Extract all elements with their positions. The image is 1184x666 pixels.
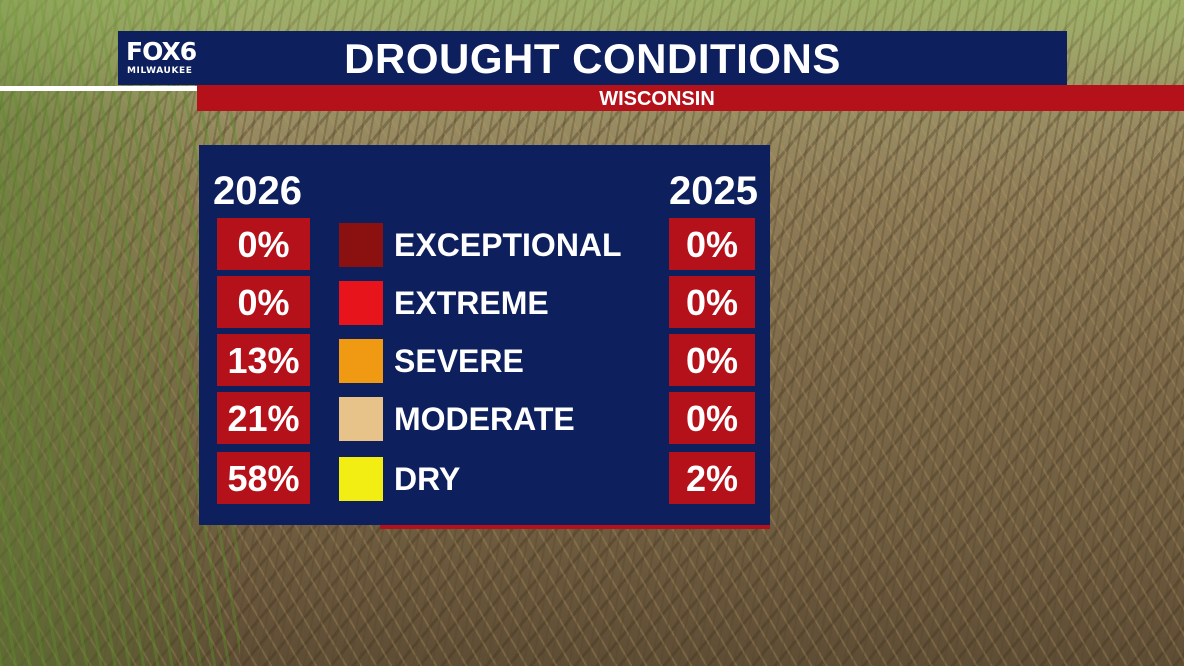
category-label: SEVERE <box>394 343 524 379</box>
logo-sub-text: MILWAUKEE <box>127 66 193 76</box>
year-2025-header: 2025 <box>669 169 758 213</box>
pct-2025-cell: 0% <box>669 218 755 270</box>
logo-main-text: FOX6 <box>126 37 197 66</box>
pct-2025-cell: 0% <box>669 392 755 444</box>
table-row-severe: 13% SEVERE 0% <box>199 334 770 386</box>
category-label: EXTREME <box>394 285 549 321</box>
table-row-moderate: 21% MODERATE 0% <box>199 392 770 444</box>
pct-2026-cell: 0% <box>217 276 310 328</box>
category-label: DRY <box>394 461 461 497</box>
subtitle-bar: WISCONSIN <box>197 85 1184 111</box>
pct-2026-cell: 13% <box>217 334 310 386</box>
pct-2026-cell: 58% <box>217 452 310 504</box>
category-label: MODERATE <box>394 401 575 437</box>
accent-line <box>0 86 200 91</box>
table-row-extreme: 0% EXTREME 0% <box>199 276 770 328</box>
pct-2025-cell: 0% <box>669 334 755 386</box>
table-row-dry: 58% DRY 2% <box>199 452 770 504</box>
color-swatch <box>339 281 383 325</box>
color-swatch <box>339 397 383 441</box>
panel-base-stripe <box>380 525 770 529</box>
fox6-logo: FOX6 MILWAUKEE <box>126 37 210 81</box>
region-subtitle: WISCONSIN <box>599 88 715 110</box>
color-swatch <box>339 223 383 267</box>
pct-2025-cell: 2% <box>669 452 755 504</box>
color-swatch <box>339 457 383 501</box>
drought-table-panel: 2026 2025 0% EXCEPTIONAL 0% 0% EXTREME 0… <box>199 145 770 525</box>
year-2026-header: 2026 <box>213 169 302 213</box>
table-row-exceptional: 0% EXCEPTIONAL 0% <box>199 218 770 270</box>
pct-2026-cell: 0% <box>217 218 310 270</box>
pct-2025-cell: 0% <box>669 276 755 328</box>
color-swatch <box>339 339 383 383</box>
page-title: DROUGHT CONDITIONS <box>344 35 841 82</box>
title-bar: FOX6 MILWAUKEE DROUGHT CONDITIONS <box>118 31 1067 85</box>
category-label: EXCEPTIONAL <box>394 227 622 263</box>
pct-2026-cell: 21% <box>217 392 310 444</box>
